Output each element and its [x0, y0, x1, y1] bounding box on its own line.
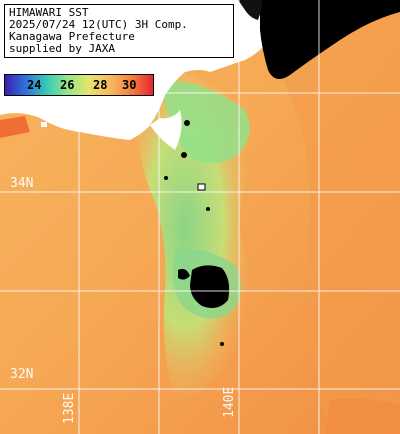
- legend-color-bar: [5, 75, 153, 95]
- island-toshima: [181, 152, 187, 158]
- legend-tick-28: 28: [93, 78, 108, 92]
- lon-label-140e: 140E: [222, 386, 237, 418]
- bay-cool-water: [160, 80, 250, 164]
- title-line-product: HIMAWARI SST: [9, 6, 89, 19]
- hot-patch-south: [325, 398, 400, 434]
- island-kozushima: [197, 183, 206, 191]
- island-miyake: [206, 207, 210, 211]
- cloud-izu-islands: [190, 265, 230, 308]
- island-west: [41, 122, 47, 127]
- warm-current-band: [260, 0, 400, 434]
- title-line-datetime: 2025/07/24 12(UTC) 3H Comp.: [9, 18, 188, 31]
- cloud-izu-small: [178, 268, 190, 280]
- lat-label-34n: 34N: [10, 176, 34, 191]
- island-niijima: [164, 176, 168, 180]
- cloud-bay: [238, 0, 262, 20]
- lat-label-32n: 32N: [10, 367, 34, 382]
- land-izu-peninsula: [150, 110, 182, 150]
- hot-patch-west: [0, 116, 30, 138]
- legend-tick-26: 26: [60, 78, 75, 92]
- lon-label-138e: 138E: [62, 392, 77, 424]
- island-hachijo: [220, 342, 224, 346]
- title-line-region: Kanagawa Prefecture: [9, 30, 135, 43]
- island-oshima: [184, 120, 190, 126]
- cloud-northeast: [260, 0, 400, 79]
- legend-tick-30: 30: [122, 78, 137, 92]
- title-box: HIMAWARI SST 2025/07/24 12(UTC) 3H Comp.…: [4, 4, 234, 58]
- title-line-supplier: supplied by JAXA: [9, 42, 115, 55]
- temperature-legend: 24 26 28 30: [4, 74, 154, 96]
- legend-tick-24: 24: [27, 78, 42, 92]
